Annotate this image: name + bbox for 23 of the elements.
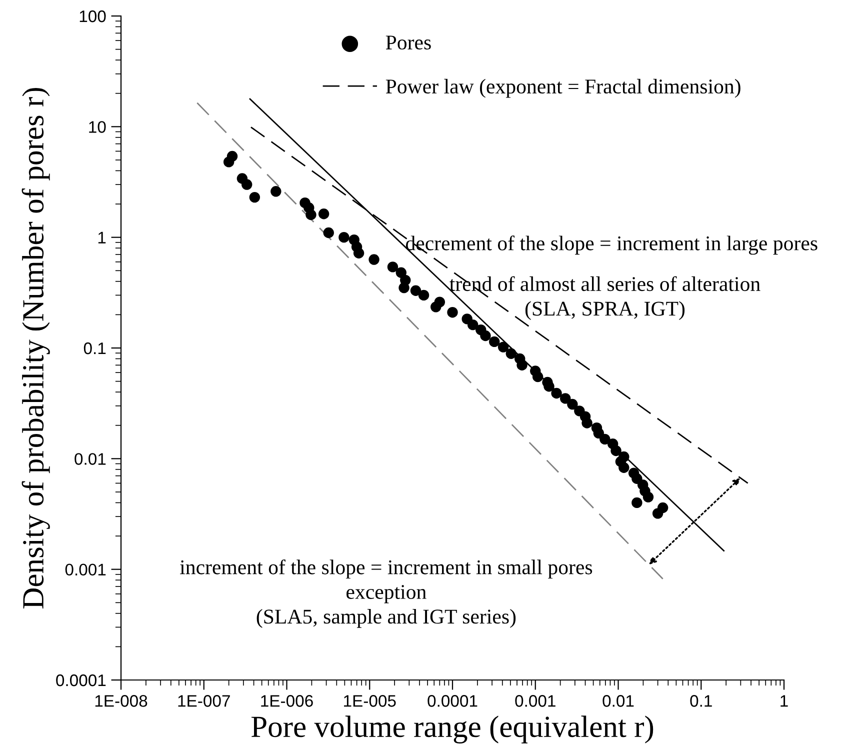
y-tick-label: 100 — [80, 10, 106, 22]
x-tick-label: 1 — [780, 695, 788, 707]
x-tick-label: 0.1 — [690, 695, 712, 707]
legend-label: Pores — [386, 36, 431, 50]
y-tick-label: 0.001 — [65, 564, 106, 576]
y-axis-title: Density of probability (Number of pores r) — [22, 88, 50, 608]
y-tick-label: 0.01 — [74, 453, 106, 465]
x-axis-title: Pore volume range (equivalent r) — [251, 716, 654, 744]
annotation: trend of almost all series of alteration (SLA, SPRA, IGT) — [450, 276, 760, 320]
legend-label: Power law (exponent = Fractal dimension) — [386, 78, 740, 98]
y-tick-label: 1 — [98, 232, 106, 244]
x-tick-label: 0.0001 — [428, 695, 478, 707]
y-tick-label: 10 — [89, 121, 106, 133]
x-tick-label: 1E-006 — [261, 695, 313, 707]
x-tick-label: 0.01 — [602, 695, 634, 707]
x-tick-label: 1E-005 — [344, 695, 396, 707]
x-tick-label: 1E-007 — [178, 695, 230, 707]
x-tick-label: 0.001 — [515, 695, 556, 707]
annotation: increment of the slope = increment in small pores exception (SLA5, sample and IGT series) — [180, 559, 592, 628]
y-tick-label: 0.0001 — [56, 674, 106, 686]
annotation: decrement of the slope = increment in large pores — [406, 236, 818, 255]
x-tick-label: 1E-008 — [95, 695, 148, 707]
y-tick-label: 0.1 — [84, 342, 106, 354]
